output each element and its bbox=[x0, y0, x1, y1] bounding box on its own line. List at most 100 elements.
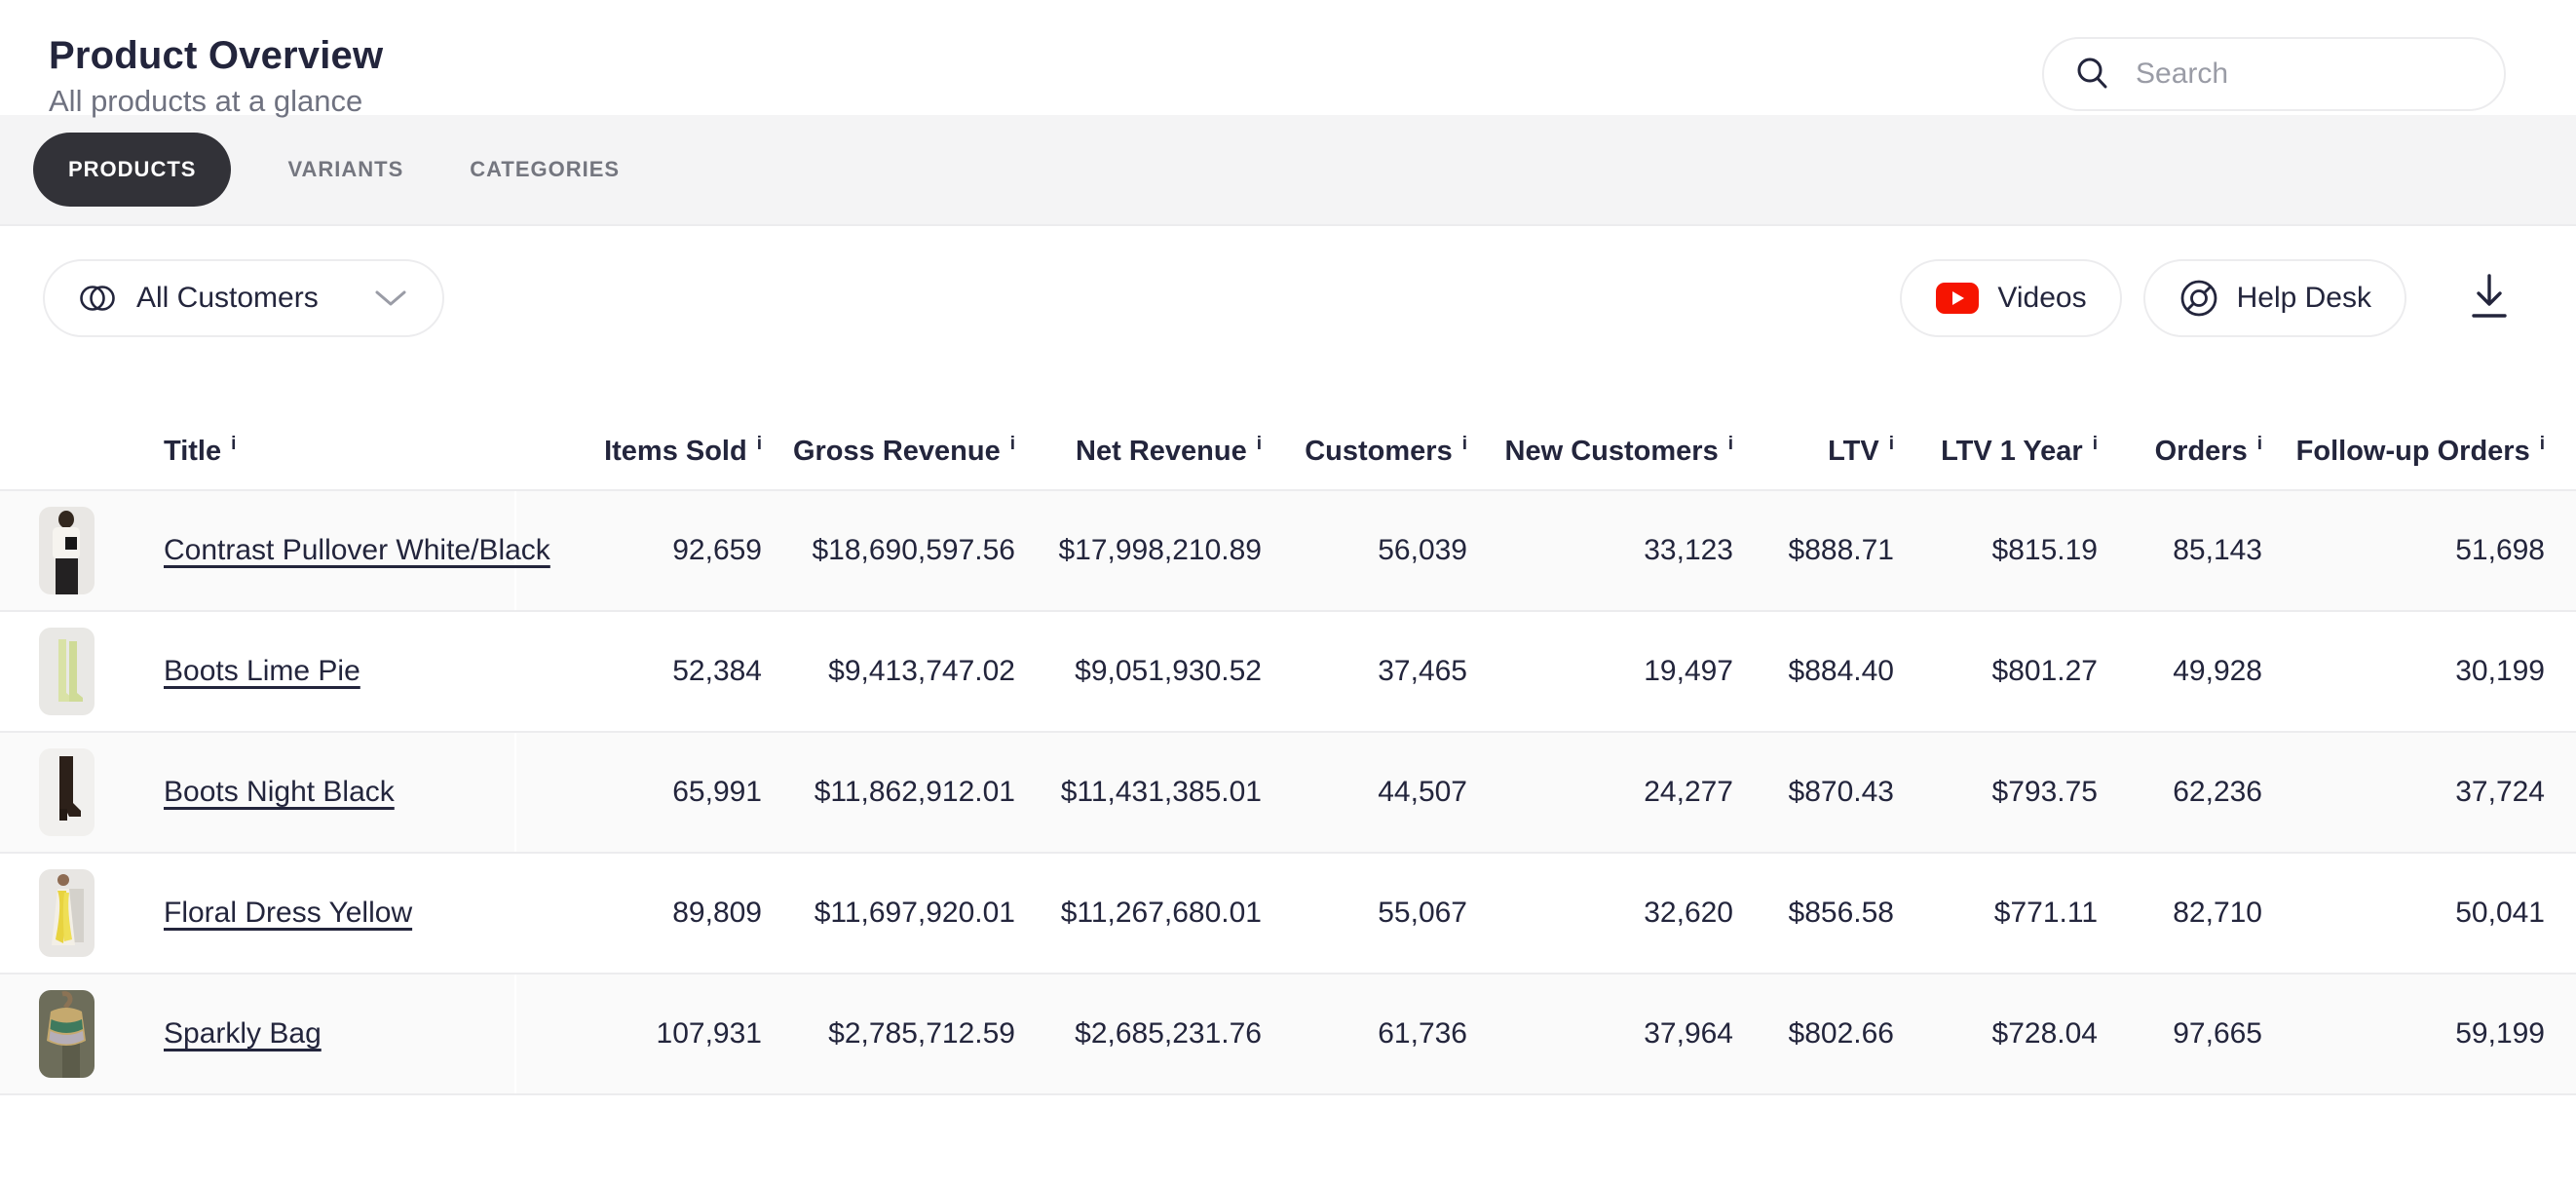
column-header-orders[interactable]: Orders i bbox=[2154, 433, 2262, 467]
new-customers-value: 32,620 bbox=[1644, 897, 1733, 929]
videos-label: Videos bbox=[1997, 282, 2087, 314]
customer-filter-value: All Customers bbox=[136, 282, 319, 314]
net-revenue-value: $2,685,231.76 bbox=[1075, 1017, 1262, 1050]
tab-strip: PRODUCTS VARIANTS CATEGORIES bbox=[0, 115, 2576, 226]
search-input[interactable] bbox=[2134, 57, 2514, 92]
column-header-title[interactable]: Title i bbox=[164, 433, 237, 467]
table-row: Contrast Pullover White/Black 92,659 $18… bbox=[0, 491, 2576, 612]
gross-revenue-value: $9,413,747.02 bbox=[828, 655, 1015, 687]
table-row: Sparkly Bag 107,931 $2,785,712.59 $2,685… bbox=[0, 975, 2576, 1095]
follow-up-orders-value: 30,199 bbox=[2455, 655, 2545, 687]
items-sold-value: 65,991 bbox=[672, 776, 762, 808]
help-desk-label: Help Desk bbox=[2236, 282, 2371, 314]
orders-value: 49,928 bbox=[2173, 655, 2262, 687]
customers-value: 56,039 bbox=[1378, 534, 1467, 566]
ltv-value: $884.40 bbox=[1788, 655, 1894, 687]
lifebuoy-icon bbox=[2180, 280, 2217, 317]
product-title-link[interactable]: Boots Night Black bbox=[164, 776, 395, 808]
search-box[interactable] bbox=[2042, 37, 2514, 111]
net-revenue-value: $9,051,930.52 bbox=[1075, 655, 1262, 687]
orders-value: 62,236 bbox=[2173, 776, 2262, 808]
table-body: Contrast Pullover White/Black 92,659 $18… bbox=[0, 491, 2576, 1095]
info-icon[interactable]: i bbox=[1461, 433, 1467, 454]
product-title-link[interactable]: Contrast Pullover White/Black bbox=[164, 534, 550, 566]
customer-filter-dropdown[interactable]: All Customers bbox=[43, 259, 444, 337]
title-cell: Contrast Pullover White/Black bbox=[0, 491, 550, 610]
table-row: Boots Lime Pie 52,384 $9,413,747.02 $9,0… bbox=[0, 612, 2576, 733]
items-sold-value: 92,659 bbox=[672, 534, 762, 566]
orders-value: 82,710 bbox=[2173, 897, 2262, 929]
info-icon[interactable]: i bbox=[2092, 433, 2098, 454]
info-icon[interactable]: i bbox=[2256, 433, 2262, 454]
help-desk-button[interactable]: Help Desk bbox=[2142, 259, 2406, 337]
follow-up-orders-value: 37,724 bbox=[2455, 776, 2545, 808]
table-row: Boots Night Black 65,991 $11,862,912.01 … bbox=[0, 733, 2576, 854]
column-header-net-revenue[interactable]: Net Revenue i bbox=[1076, 433, 1262, 467]
ltv-value: $802.66 bbox=[1788, 1017, 1894, 1050]
product-title-link[interactable]: Sparkly Bag bbox=[164, 1017, 322, 1050]
info-icon[interactable]: i bbox=[231, 433, 237, 454]
youtube-icon bbox=[1936, 283, 1980, 314]
follow-up-orders-value: 59,199 bbox=[2455, 1017, 2545, 1050]
page-subtitle: All products at a glance bbox=[49, 84, 363, 118]
sparkly-bag-photo[interactable] bbox=[39, 990, 95, 1078]
customers-value: 55,067 bbox=[1378, 897, 1467, 929]
column-header-new-customers[interactable]: New Customers i bbox=[1504, 433, 1733, 467]
column-header-ltv[interactable]: LTV i bbox=[1828, 433, 1894, 467]
new-customers-value: 37,964 bbox=[1644, 1017, 1733, 1050]
ltv-1-year-value: $815.19 bbox=[1991, 534, 2098, 566]
info-icon[interactable]: i bbox=[1256, 433, 1262, 454]
customers-venn-icon bbox=[80, 286, 115, 311]
new-customers-value: 33,123 bbox=[1644, 534, 1733, 566]
pullover-photo[interactable] bbox=[39, 507, 95, 594]
title-cell: Floral Dress Yellow bbox=[0, 854, 516, 973]
black-boots-photo[interactable] bbox=[39, 748, 95, 836]
title-cell: Boots Lime Pie bbox=[0, 612, 516, 731]
product-title-link[interactable]: Boots Lime Pie bbox=[164, 655, 360, 687]
toolbar-right: Videos Help Desk bbox=[1900, 259, 2525, 337]
orders-value: 85,143 bbox=[2173, 534, 2262, 566]
new-customers-value: 24,277 bbox=[1644, 776, 1733, 808]
column-header-gross-revenue[interactable]: Gross Revenue i bbox=[792, 433, 1015, 467]
new-customers-value: 19,497 bbox=[1644, 655, 1733, 687]
page-header: Product Overview All products at a glanc… bbox=[0, 0, 2576, 118]
title-cell: Boots Night Black bbox=[0, 733, 516, 852]
customers-value: 61,736 bbox=[1378, 1017, 1467, 1050]
column-header-customers[interactable]: Customers i bbox=[1305, 433, 1467, 467]
title-block: Product Overview All products at a glanc… bbox=[49, 29, 383, 119]
info-icon[interactable]: i bbox=[1727, 433, 1733, 454]
info-icon[interactable]: i bbox=[1009, 433, 1015, 454]
follow-up-orders-value: 51,698 bbox=[2455, 534, 2545, 566]
ltv-value: $870.43 bbox=[1788, 776, 1894, 808]
table-row: Floral Dress Yellow 89,809 $11,697,920.0… bbox=[0, 854, 2576, 975]
orders-value: 97,665 bbox=[2173, 1017, 2262, 1050]
follow-up-orders-value: 50,041 bbox=[2455, 897, 2545, 929]
tab-categories[interactable]: CATEGORIES bbox=[460, 157, 629, 182]
info-icon[interactable]: i bbox=[756, 433, 762, 454]
videos-button[interactable]: Videos bbox=[1900, 259, 2122, 337]
download-button[interactable] bbox=[2453, 266, 2525, 331]
column-header-ltv-1-year[interactable]: LTV 1 Year i bbox=[1941, 433, 2098, 467]
items-sold-value: 89,809 bbox=[672, 897, 762, 929]
column-header-follow-up-orders[interactable]: Follow-up Orders i bbox=[2295, 433, 2545, 467]
page-title: Product Overview bbox=[49, 34, 384, 77]
ltv-value: $856.58 bbox=[1788, 897, 1894, 929]
chevron-down-icon bbox=[375, 290, 406, 306]
floral-dress-photo[interactable] bbox=[39, 869, 95, 957]
gross-revenue-value: $18,690,597.56 bbox=[812, 534, 1015, 566]
column-header-items-sold[interactable]: Items Sold i bbox=[604, 433, 762, 467]
tab-variants[interactable]: VARIANTS bbox=[278, 157, 413, 182]
items-sold-value: 52,384 bbox=[672, 655, 762, 687]
toolbar: All Customers Videos Help Desk bbox=[0, 226, 2576, 337]
info-icon[interactable]: i bbox=[2539, 433, 2545, 454]
lime-boots-photo[interactable] bbox=[39, 628, 95, 715]
items-sold-value: 107,931 bbox=[656, 1017, 762, 1050]
ltv-1-year-value: $771.11 bbox=[1993, 897, 2098, 929]
ltv-value: $888.71 bbox=[1788, 534, 1894, 566]
customers-value: 37,465 bbox=[1378, 655, 1467, 687]
gross-revenue-value: $2,785,712.59 bbox=[828, 1017, 1015, 1050]
info-icon[interactable]: i bbox=[1888, 433, 1894, 454]
product-title-link[interactable]: Floral Dress Yellow bbox=[164, 897, 413, 929]
tab-products[interactable]: PRODUCTS bbox=[33, 133, 232, 207]
search-icon bbox=[2077, 57, 2107, 89]
